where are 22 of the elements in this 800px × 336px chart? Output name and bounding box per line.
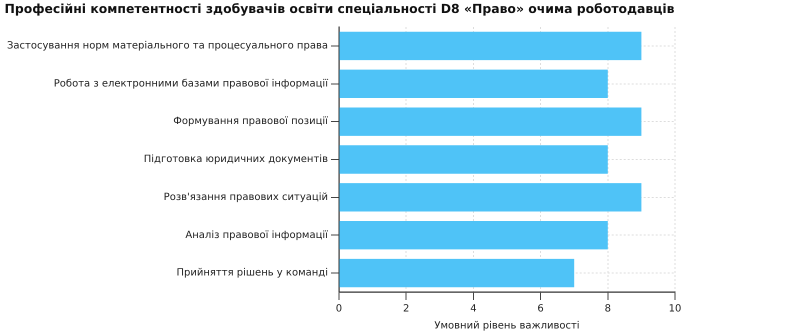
chart-title: Професійні компетентності здобувачів освіти спеціальності D8 «Право» очима роботодавців (4, 0, 675, 16)
x-tick-label: 4 (470, 304, 477, 315)
bar (339, 145, 608, 174)
bar (339, 70, 608, 98)
y-tick-label: Формування правової позиції (173, 116, 328, 128)
bar (339, 221, 608, 250)
bar (339, 183, 642, 212)
bar (339, 107, 642, 136)
x-tick-label: 2 (402, 304, 410, 315)
x-tick-label: 8 (604, 304, 611, 315)
y-tick-label: Робота з електронними базами правової інформації (54, 78, 328, 90)
bar (339, 258, 574, 288)
bar (339, 32, 642, 60)
y-tick-label: Підготовка юридичних документів (144, 154, 328, 166)
x-tick-label: 0 (336, 304, 342, 315)
y-tick-label: Розв'язання правових ситуацій (164, 192, 328, 203)
y-tick-label: Аналіз правової інформації (185, 230, 328, 241)
y-tick-label: Прийняття рішень у команді (176, 268, 328, 279)
y-tick-label: Застосування норм матеріального та процесуального права (6, 40, 328, 52)
x-tick-label: 6 (537, 304, 544, 315)
x-tick-label: 10 (668, 304, 682, 315)
x-axis-title: Умовний рівень важливості (434, 320, 580, 332)
